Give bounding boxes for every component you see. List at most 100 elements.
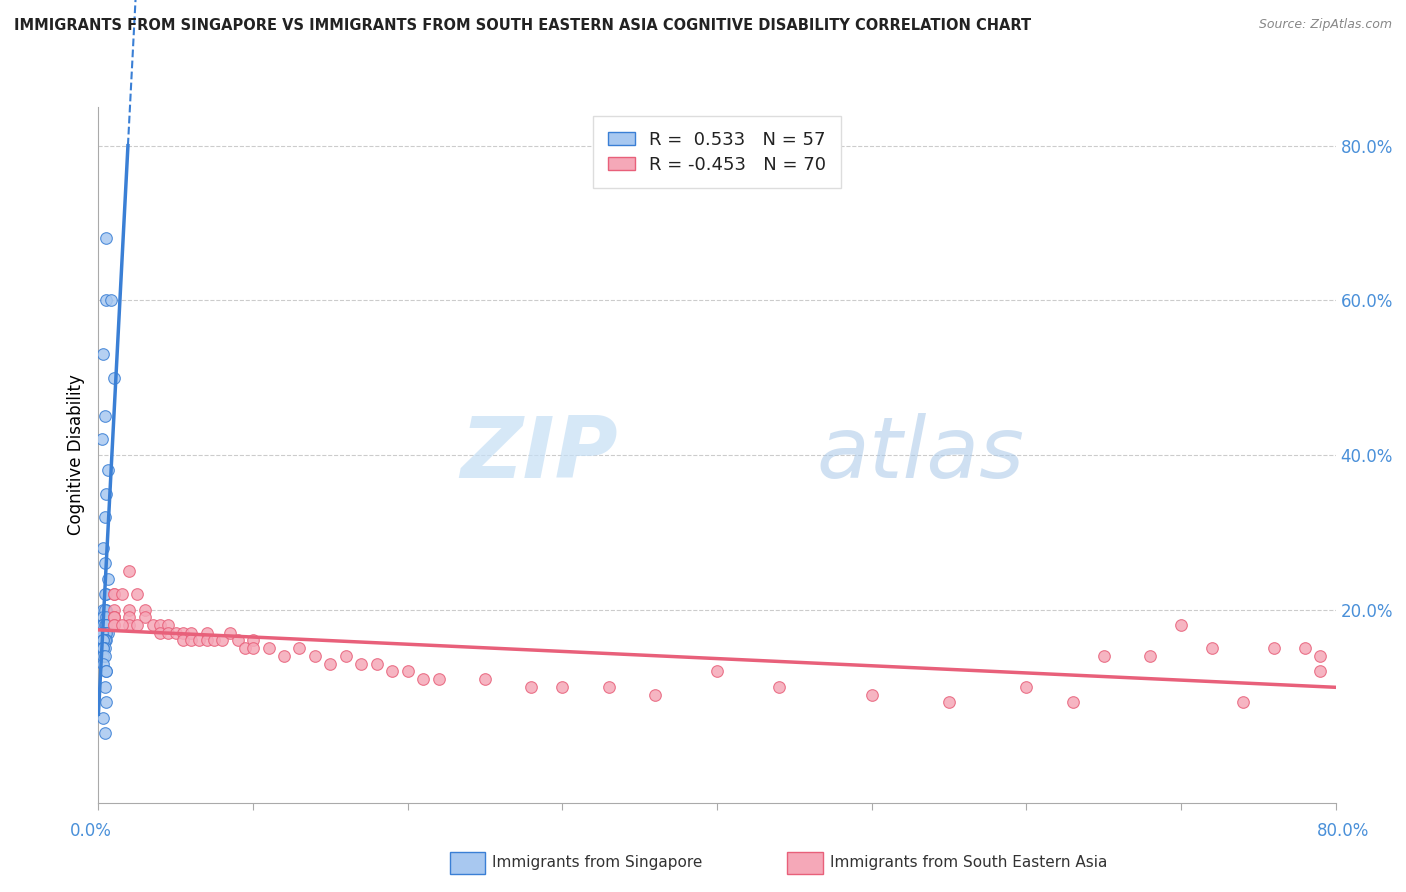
Point [1294,641,1316,656]
Text: atlas: atlas [815,413,1024,497]
Point [93,633,115,648]
Point [91,618,114,632]
Point [103,602,125,616]
Point [235,641,257,656]
Point [180,633,202,648]
Point [396,665,419,679]
Point [91,633,114,648]
Point [96,618,118,632]
Point [149,625,172,640]
Point [91,541,114,555]
Point [96,625,118,640]
Legend: R =  0.533   N = 57, R = -0.453   N = 70: R = 0.533 N = 57, R = -0.453 N = 70 [593,116,841,188]
Point [93,625,115,640]
Point [93,680,115,694]
Point [91,711,114,725]
Point [103,618,125,632]
Point [860,688,883,702]
Point [93,648,115,663]
Point [1139,648,1161,663]
Point [93,641,115,656]
Point [319,657,342,671]
Point [96,618,118,632]
Point [96,695,118,709]
Point [93,633,115,648]
Point [91,602,114,616]
Point [1232,695,1254,709]
Point [96,665,118,679]
Point [103,610,125,624]
Point [103,618,125,632]
Point [91,641,114,656]
Text: ZIP: ZIP [460,413,619,497]
Point [1201,641,1223,656]
Point [91,641,114,656]
Point [149,618,172,632]
Point [96,293,118,308]
Point [304,648,326,663]
Point [93,618,115,632]
Point [96,665,118,679]
Point [257,641,280,656]
Text: 80.0%: 80.0% [1317,822,1369,840]
Point [118,610,141,624]
Text: IMMIGRANTS FROM SINGAPORE VS IMMIGRANTS FROM SOUTH EASTERN ASIA COGNITIVE DISABI: IMMIGRANTS FROM SINGAPORE VS IMMIGRANTS … [14,18,1031,33]
Point [1015,680,1038,694]
Point [134,610,156,624]
Point [173,625,195,640]
Point [118,602,141,616]
Point [96,610,118,624]
Point [142,618,165,632]
Text: Immigrants from South Eastern Asia: Immigrants from South Eastern Asia [830,855,1107,870]
Point [93,618,115,632]
Point [938,695,960,709]
Point [412,672,434,686]
Point [103,610,125,624]
Point [91,610,114,624]
Text: Source: ZipAtlas.com: Source: ZipAtlas.com [1258,18,1392,31]
Point [91,618,114,632]
Y-axis label: Cognitive Disability: Cognitive Disability [66,375,84,535]
Point [204,633,226,648]
Point [598,680,620,694]
Point [195,625,218,640]
Point [474,672,496,686]
Point [97,572,120,586]
Point [706,665,728,679]
Point [768,680,790,694]
Point [134,602,156,616]
Point [118,618,141,632]
Point [93,556,115,570]
Point [93,587,115,601]
Point [350,657,373,671]
Point [96,587,118,601]
Point [93,409,115,424]
Point [96,633,118,648]
Point [91,633,114,648]
Point [91,657,114,671]
Point [100,293,122,308]
Point [335,648,357,663]
Point [219,625,242,640]
Point [157,618,180,632]
Point [90,641,112,656]
Point [103,610,125,624]
Point [103,587,125,601]
Point [180,625,202,640]
Point [273,648,295,663]
Point [93,602,115,616]
Point [551,680,574,694]
Point [118,564,141,578]
Point [93,509,115,524]
Point [288,641,311,656]
Text: 0.0%: 0.0% [70,822,111,840]
Point [91,625,114,640]
Point [96,486,118,500]
Point [97,625,120,640]
Point [93,625,115,640]
Point [520,680,543,694]
Text: Immigrants from Singapore: Immigrants from Singapore [492,855,703,870]
Point [242,641,264,656]
Point [103,587,125,601]
Point [90,433,112,447]
